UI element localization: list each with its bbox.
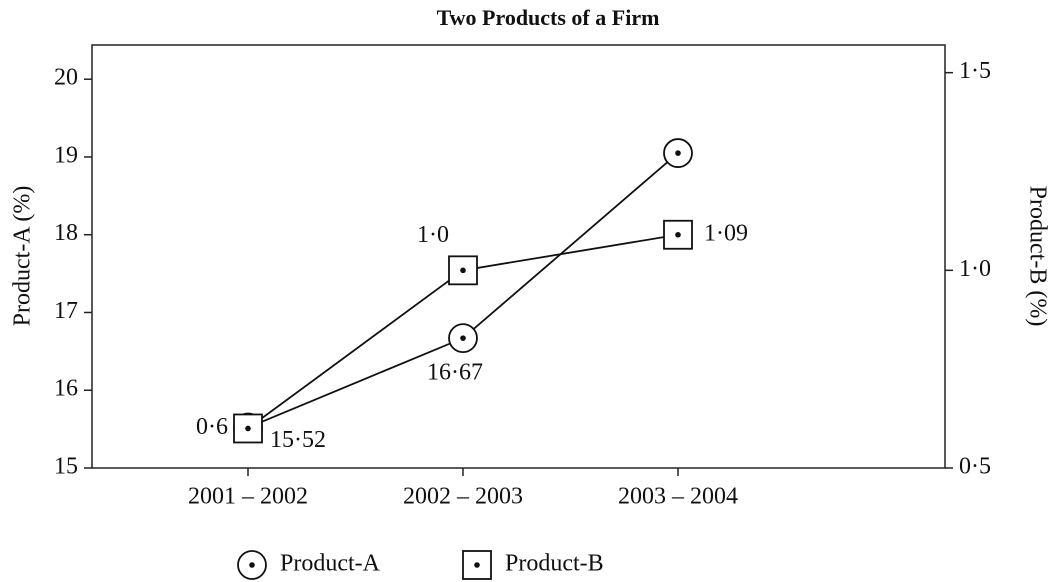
marker-dot: [675, 231, 681, 238]
data-label: 0·6: [196, 414, 228, 440]
legend-label: Product-A: [280, 551, 381, 577]
data-label: 15·52: [270, 427, 326, 453]
y2-tick-label: 1·0: [959, 256, 991, 282]
data-label: 16·67: [427, 360, 483, 386]
y2-tick-label: 0·5: [959, 454, 991, 480]
y-tick-label: 16: [54, 376, 78, 402]
data-label: 1·0: [417, 222, 449, 248]
marker-dot: [474, 562, 480, 568]
series-line: [247, 152, 679, 429]
marker-dot: [460, 335, 466, 341]
x-tick-label: 2002 – 2003: [403, 484, 523, 510]
plot-frame: [91, 44, 946, 469]
y-tick-label: 20: [54, 65, 78, 91]
data-label: 1·09: [704, 220, 748, 246]
chart-title: Two Products of a Firm: [437, 5, 660, 30]
y-axis-label: Product-A (%): [10, 186, 36, 327]
marker-dot: [245, 425, 251, 432]
legend-label: Product-B: [505, 551, 604, 577]
y2-tick-label: 1·5: [959, 58, 991, 84]
y-tick-label: 18: [54, 220, 78, 246]
marker-dot: [675, 150, 681, 156]
marker-dot: [249, 562, 255, 568]
y2-axis-label: Product-B (%): [1024, 186, 1050, 327]
x-tick-label: 2001 – 2002: [188, 484, 308, 510]
x-tick-label: 2003 – 2004: [618, 484, 738, 510]
y-tick-label: 17: [54, 298, 78, 324]
y-tick-label: 19: [54, 142, 78, 168]
marker-dot: [460, 267, 466, 274]
y-tick-label: 15: [54, 454, 78, 480]
